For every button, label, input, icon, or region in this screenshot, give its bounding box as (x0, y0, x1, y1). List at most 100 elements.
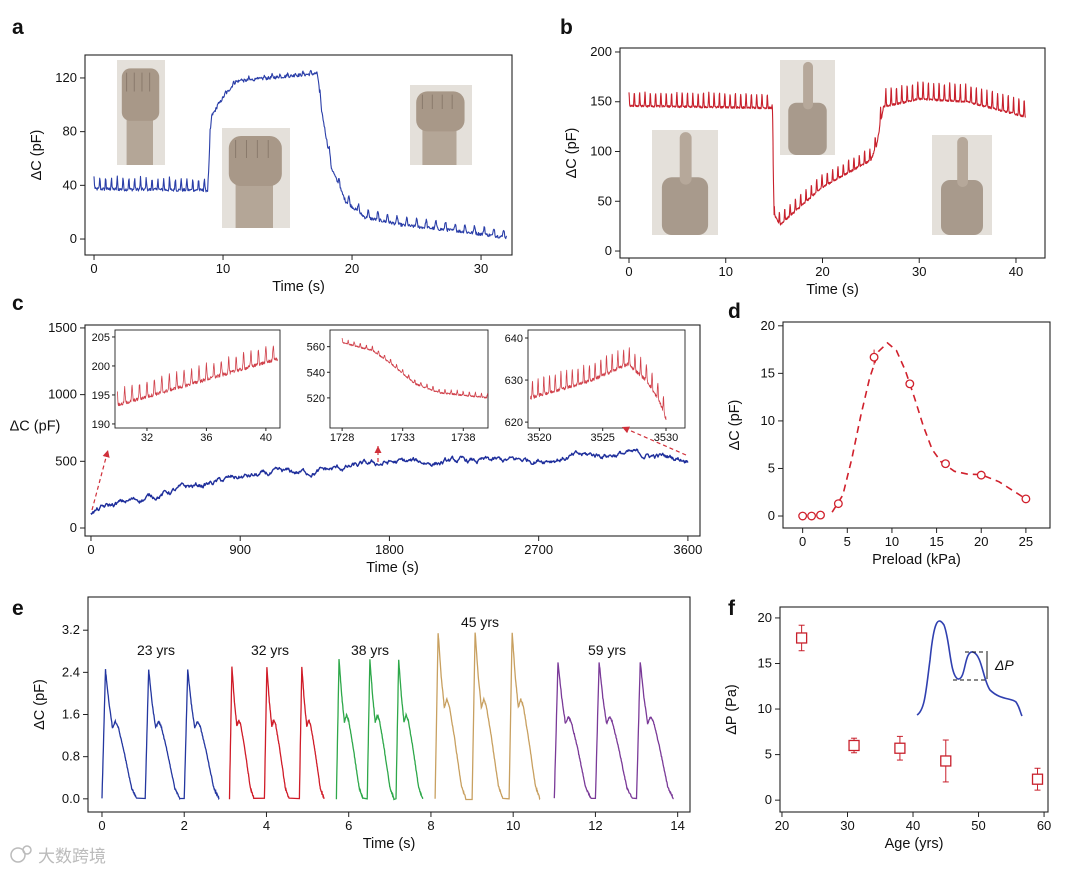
x-tick-label: 20 (815, 264, 829, 279)
x-axis-title: Age (yrs) (885, 836, 944, 852)
x-tick-label: 40 (906, 818, 920, 833)
y-tick-label: 0 (768, 508, 775, 523)
data-point (1031, 773, 1044, 785)
x-tick-label: 0 (87, 542, 94, 557)
x-axis-title: Time (s) (806, 282, 859, 298)
y-tick-label: 10 (758, 701, 772, 716)
age-group-label: 23 yrs (137, 642, 175, 658)
data-point (905, 379, 915, 389)
y-tick-label: 3.2 (62, 622, 80, 637)
x-tick-label: 15 (929, 534, 943, 549)
x-tick-label: 14 (670, 818, 684, 833)
x-axis-title: Time (s) (363, 836, 416, 852)
data-point (798, 511, 808, 521)
y-tick-label: 0.8 (62, 749, 80, 764)
delta-p-annotation: ΔP (994, 657, 1014, 673)
inset-axes-c0: 32 36 40 190 195 200 205 (92, 329, 281, 444)
y-tick-label: 640 (505, 333, 523, 345)
x-tick-label: 25 (1019, 534, 1033, 549)
y-tick-label: 20 (758, 610, 772, 625)
x-tick-label: 20 (974, 534, 988, 549)
y-axis-title: ΔC (pF) (29, 130, 45, 181)
x-tick-label: 10 (719, 264, 733, 279)
axes-a: 0 10 20 30 0 40 80 120 (55, 54, 513, 276)
y-axis-title: ΔP (Pa) (724, 684, 740, 735)
x-tick-label: 0 (98, 818, 105, 833)
y-tick-label: 10 (761, 413, 775, 428)
fist-hand-photo (222, 128, 290, 228)
data-point (816, 510, 825, 520)
x-tick-label: 3600 (673, 542, 702, 557)
zoom-arrow (91, 449, 110, 511)
plot-frame (329, 329, 489, 429)
x-tick-label: 30 (474, 261, 488, 276)
x-tick-label: 32 (141, 432, 153, 444)
fist-hand-photo (117, 60, 165, 165)
y-tick-label: 190 (92, 419, 110, 431)
x-tick-label: 3530 (654, 432, 678, 444)
y-tick-label: 620 (505, 417, 523, 429)
plot-frame (782, 321, 1051, 529)
series-line-b (628, 81, 1026, 226)
axes-d: 0 5 10 15 20 25 0 5 10 15 20 (761, 318, 1051, 549)
plot-frame (87, 596, 691, 813)
data-point (795, 632, 808, 644)
x-tick-label: 3520 (527, 432, 551, 444)
y-tick-label: 150 (590, 94, 612, 109)
x-axis-title: Time (s) (272, 279, 325, 295)
series-line-a (93, 69, 508, 240)
fit-curve (831, 341, 1027, 513)
x-tick-label: 12 (588, 818, 602, 833)
y-tick-label: 15 (758, 655, 772, 670)
y-tick-label: 1000 (48, 387, 77, 402)
axes-e: 0 2 4 6 8 10 12 14 0.0 0.8 1.6 2.4 3.2 (62, 596, 691, 833)
panel-label: d (728, 300, 741, 323)
x-tick-label: 40 (1009, 264, 1023, 279)
axes-f: 20 30 40 50 60 0 5 10 15 20 (758, 606, 1051, 833)
y-tick-label: 520 (307, 393, 325, 405)
x-tick-label: 1738 (451, 432, 475, 444)
plot-frame (527, 329, 686, 429)
data-point (807, 511, 817, 521)
x-tick-label: 1728 (330, 432, 354, 444)
age-group-label: 38 yrs (351, 642, 389, 658)
x-tick-label: 10 (885, 534, 899, 549)
y-tick-label: 200 (590, 44, 612, 59)
x-tick-label: 40 (260, 432, 272, 444)
y-tick-label: 560 (307, 342, 325, 354)
fist-hand-photo (410, 85, 472, 165)
y-axis-title: ΔC (pF) (32, 679, 48, 730)
x-tick-label: 1800 (375, 542, 404, 557)
y-tick-label: 15 (761, 365, 775, 380)
pulse-wave-series (434, 632, 541, 801)
y-tick-label: 2.4 (62, 664, 80, 679)
y-axis-title: ΔC (pF) (10, 419, 61, 435)
y-tick-label: 5 (768, 460, 775, 475)
y-tick-label: 120 (55, 70, 77, 85)
y-tick-label: 200 (92, 361, 110, 373)
x-tick-label: 20 (775, 818, 789, 833)
age-group-label: 59 yrs (588, 642, 626, 658)
x-tick-label: 1733 (390, 432, 414, 444)
inset-series-line (117, 345, 278, 407)
panel-label: c (12, 292, 24, 315)
data-point (833, 499, 843, 509)
y-tick-label: 0 (70, 520, 77, 535)
plot-frame (84, 54, 513, 256)
x-axis-title: Preload (kPa) (872, 552, 961, 568)
inset-series-line (341, 338, 488, 399)
x-tick-label: 30 (912, 264, 926, 279)
x-tick-label: 30 (840, 818, 854, 833)
pointing-hand-photo (652, 130, 718, 235)
x-tick-label: 20 (345, 261, 359, 276)
x-tick-label: 60 (1037, 818, 1051, 833)
plot-frame (114, 329, 281, 429)
y-axis-title: ΔC (pF) (727, 400, 743, 451)
panel-label: e (12, 597, 24, 620)
y-tick-label: 80 (63, 124, 77, 139)
axes-b: 0 10 20 30 40 0 50 100 150 200 (590, 44, 1046, 279)
x-tick-label: 900 (229, 542, 251, 557)
age-group-label: 45 yrs (461, 614, 499, 630)
y-tick-label: 100 (590, 144, 612, 159)
